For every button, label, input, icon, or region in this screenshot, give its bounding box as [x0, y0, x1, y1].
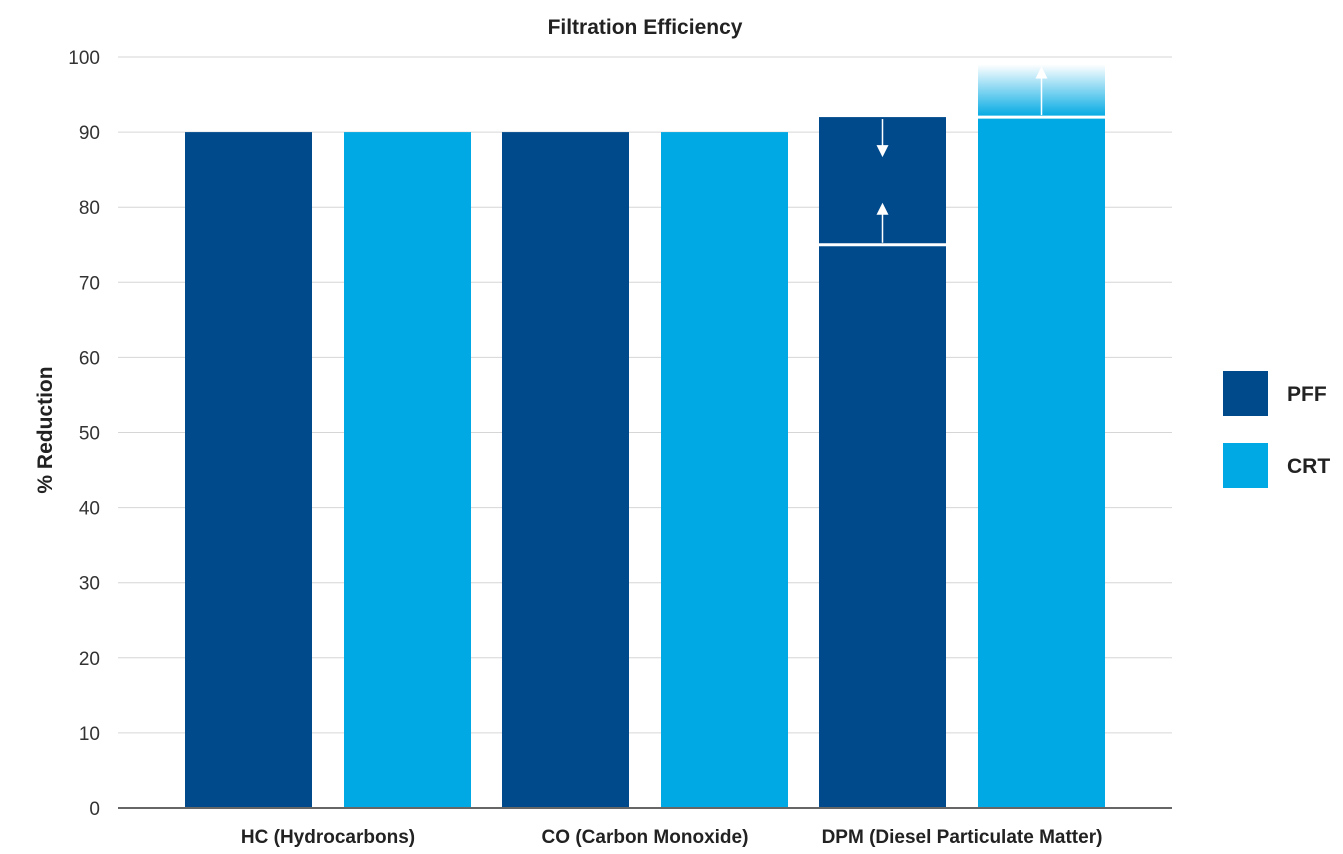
- legend: PFF CRT: [1223, 371, 1330, 488]
- category-label: DPM (Diesel Particulate Matter): [822, 827, 1103, 848]
- x-axis-categories: HC (Hydrocarbons) CO (Carbon Monoxide) DPM…: [241, 827, 1103, 848]
- bars: [185, 64, 1105, 809]
- bar-crt-2: [661, 132, 788, 809]
- legend-swatch: [1223, 443, 1268, 488]
- y-tick-label: 30: [79, 574, 100, 595]
- bar-crt-3: [978, 117, 1105, 808]
- y-axis-ticks: 0 10 20 30 40 50 60 70 80 90 100: [68, 48, 100, 820]
- category-label: CO (Carbon Monoxide): [542, 827, 749, 848]
- y-tick-label: 40: [79, 499, 100, 520]
- chart-title: Filtration Efficiency: [548, 16, 743, 39]
- legend-swatch: [1223, 371, 1268, 416]
- bar-pff-2: [502, 132, 629, 809]
- y-tick-label: 20: [79, 649, 100, 670]
- bar-pff-1: [185, 132, 312, 809]
- bar-crt-1: [344, 132, 471, 809]
- category-label: HC (Hydrocarbons): [241, 827, 415, 848]
- range-arrow-up-head: [876, 202, 889, 215]
- y-tick-label: 70: [79, 273, 100, 294]
- y-tick-label: 0: [89, 799, 100, 820]
- y-tick-label: 90: [79, 123, 100, 144]
- range-arrow-up: [876, 202, 889, 243]
- y-tick-label: 80: [79, 198, 100, 219]
- legend-item-pff: PFF: [1223, 371, 1327, 416]
- y-tick-label: 100: [68, 48, 100, 69]
- range-arrow-down-head: [876, 145, 889, 158]
- y-tick-label: 60: [79, 348, 100, 369]
- legend-label: PFF: [1287, 383, 1327, 406]
- range-arrow-down: [876, 119, 889, 158]
- legend-label: CRT: [1287, 455, 1330, 478]
- range-arrow-up-high-head: [1035, 66, 1048, 79]
- y-axis-label: % Reduction: [34, 366, 57, 493]
- y-tick-label: 50: [79, 424, 100, 445]
- legend-item-crt: CRT: [1223, 443, 1330, 488]
- y-tick-label: 10: [79, 724, 100, 745]
- range-arrow-up-high: [1035, 66, 1048, 116]
